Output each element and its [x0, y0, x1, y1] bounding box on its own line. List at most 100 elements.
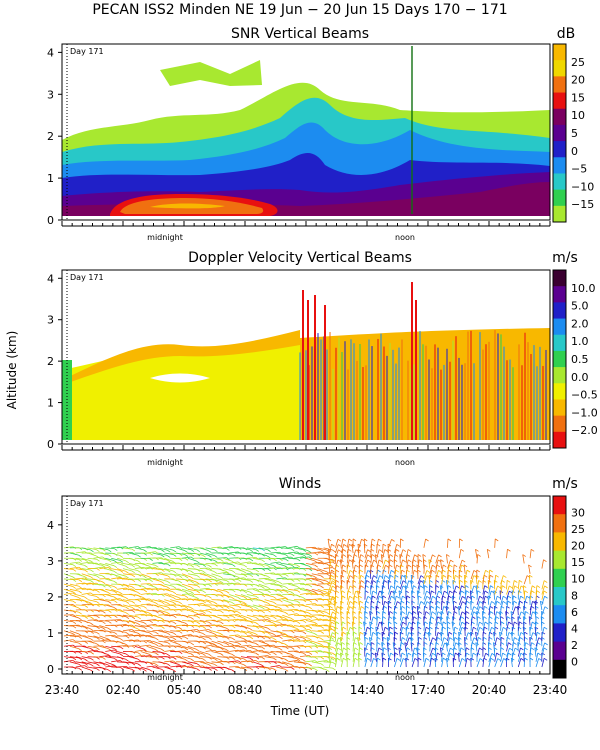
wind-barb-flag: [266, 586, 271, 590]
wind-barb-flag: [279, 665, 283, 668]
wind-barb-flag: [320, 605, 324, 608]
wind-barb: [335, 621, 337, 631]
wind-barb: [252, 645, 262, 648]
wind-barb: [476, 596, 481, 605]
wind-barb-flag: [243, 564, 248, 568]
x-tick-label: 02:40: [106, 683, 141, 697]
wind-barb: [87, 594, 97, 597]
wind-barb: [357, 544, 360, 554]
wind-barb: [158, 599, 168, 604]
wind-barb-flag: [155, 578, 159, 581]
wind-barb-flag: [479, 601, 483, 604]
wind-barb-flag: [364, 636, 369, 640]
wind-barb-flag: [261, 616, 265, 619]
wind-barb: [211, 562, 221, 564]
wind-barb-flag: [392, 616, 397, 619]
wind-barb-flag: [296, 579, 301, 582]
wind-barb-flag: [514, 580, 518, 583]
wind-barb: [288, 650, 298, 652]
colorbar-swatch: [553, 550, 566, 570]
wind-barb: [510, 611, 513, 621]
wind-barb: [193, 568, 203, 572]
wind-barb: [229, 614, 239, 616]
wind-barb: [187, 628, 197, 632]
wind-barb: [500, 621, 502, 631]
wind-barb: [411, 570, 415, 580]
wind-barb-flag: [279, 636, 283, 640]
wind-barb-flag: [448, 569, 452, 573]
wind-barb-flag: [255, 588, 260, 591]
wind-barb: [117, 546, 127, 549]
wind-barb: [111, 546, 121, 549]
wind-barb: [246, 651, 256, 654]
wind-barb: [93, 656, 103, 658]
wind-barb-flag: [365, 590, 369, 594]
wind-barb-flag: [389, 626, 393, 630]
wind-barb: [217, 599, 227, 602]
wind-barb-flag: [332, 582, 336, 586]
wind-barb: [176, 568, 186, 571]
wind-barb-flag: [261, 581, 265, 584]
wind-barb: [75, 568, 85, 571]
wind-barb: [441, 575, 444, 585]
wind-barb: [140, 546, 150, 549]
wind-barb-flag: [349, 575, 354, 578]
wind-barb-flag: [102, 565, 106, 568]
wind-barb-flag: [402, 621, 406, 625]
x-axis-label: Time (UT): [270, 704, 330, 718]
wind-barb-flag: [365, 605, 369, 609]
wind-barb-flag: [149, 558, 153, 561]
wind-barb-flag: [490, 657, 495, 661]
wind-barb-flag: [267, 549, 271, 552]
wind-barb-flag: [107, 591, 112, 595]
wind-barb: [75, 563, 85, 566]
wind-barb: [464, 632, 469, 642]
wind-barb: [223, 552, 233, 555]
wind-barb: [105, 583, 115, 587]
wind-barb-flag: [190, 617, 194, 620]
wind-barb-flag: [519, 600, 523, 604]
wind-barb-flag: [249, 667, 254, 671]
wind-barb: [311, 630, 321, 632]
wind-barb-flag: [508, 642, 512, 645]
wind-barb-flag: [113, 649, 118, 653]
wind-barb-flag: [461, 658, 466, 661]
wind-barb-flag: [143, 586, 147, 589]
wind-barb: [388, 652, 391, 662]
wind-barb-flag: [72, 604, 77, 607]
wind-barb-flag: [502, 585, 506, 588]
wind-barb: [523, 575, 528, 585]
doppler-panel: Doppler Velocity Vertical Beams Day 171 …: [5, 250, 578, 467]
wind-barb-flag: [401, 574, 406, 578]
wind-barb: [146, 661, 156, 665]
wind-barb: [246, 660, 256, 663]
wind-barb: [181, 593, 192, 595]
wind-barb: [463, 580, 466, 590]
colorbar-label: 30: [571, 507, 585, 520]
wind-barb: [217, 568, 227, 572]
wind-barb-flag: [108, 585, 112, 589]
wind-barb-flag: [384, 575, 389, 578]
wind-barb-flag: [137, 591, 141, 595]
wind-barb: [134, 598, 144, 601]
wind-barb-flag: [143, 622, 147, 625]
wind-barb-flag: [367, 554, 371, 558]
wind-barb-flag: [507, 600, 512, 604]
wind-barb: [434, 647, 437, 657]
wind-barb-flag: [460, 616, 465, 620]
wind-barb-flag: [296, 558, 301, 562]
wind-barb-flag: [390, 585, 395, 589]
colorbar-swatch: [553, 205, 566, 223]
wind-barb: [499, 611, 501, 621]
wind-barb: [252, 661, 262, 666]
wind-barb-flag: [514, 585, 518, 589]
wind-barb: [405, 652, 409, 662]
wind-barb: [128, 614, 138, 618]
colorbar-label: −15: [571, 198, 594, 211]
wind-barb-flag: [113, 570, 118, 574]
wind-barb: [264, 656, 274, 659]
wind-barb-flag: [249, 650, 254, 653]
wind-barb: [405, 632, 410, 642]
wind-barb: [488, 601, 492, 611]
wind-barb-flag: [502, 595, 507, 599]
